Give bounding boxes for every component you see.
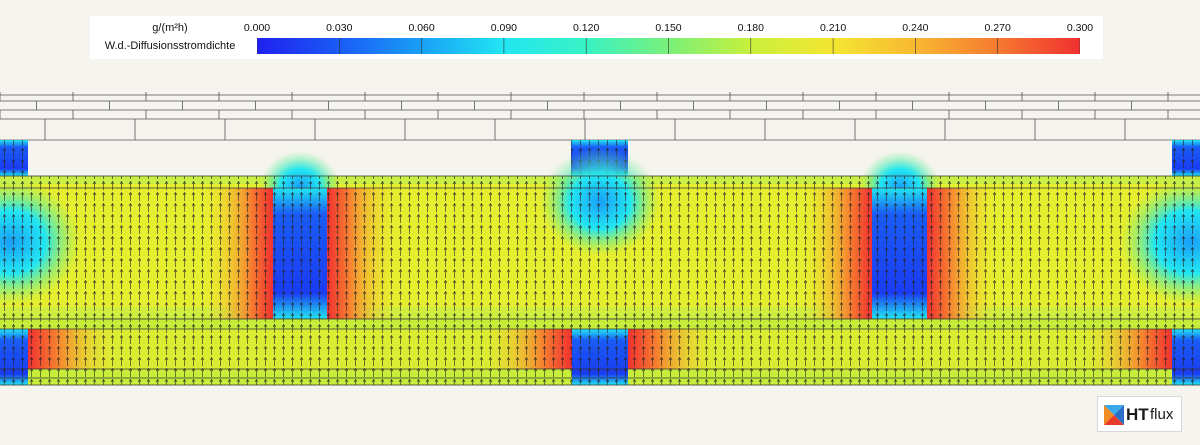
legend-tick-label: 0.150 [655,22,682,34]
colorbar-legend: g/(m²h) W.d.-Diffusionsstromdichte 0.000… [90,16,1103,59]
logo-brand-flux: flux [1150,406,1174,423]
legend-tick-label: 0.090 [490,22,518,34]
legend-ticks: 0.000 0.030 0.060 0.090 0.120 0.150 0.180 0.210… [90,16,1103,36]
legend-tick-label: 0.240 [902,22,929,34]
legend-tick-label: 0.270 [984,22,1011,34]
legend-tick-label: 0.060 [408,22,435,34]
colorbar-gradient [257,38,1080,54]
logo-brand-ht: HT [1126,405,1149,424]
htflux-logo: HT flux [1097,396,1182,432]
legend-quantity-label: W.d.-Diffusionsstromdichte [104,40,236,52]
legend-unit-label: g/(m²h) [152,22,188,34]
legend-tick-label: 0.210 [819,22,847,34]
legend-tick-label: 0.030 [326,22,353,34]
diffusion-flux-plot [0,92,1200,386]
legend-tick-label: 0.300 [1066,22,1094,34]
htflux-logo-mark-icon [1104,405,1124,425]
legend-tick-label: 0.180 [737,22,764,34]
legend-tick-label: 0.120 [573,22,600,34]
legend-tick-label: 0.000 [243,22,271,34]
